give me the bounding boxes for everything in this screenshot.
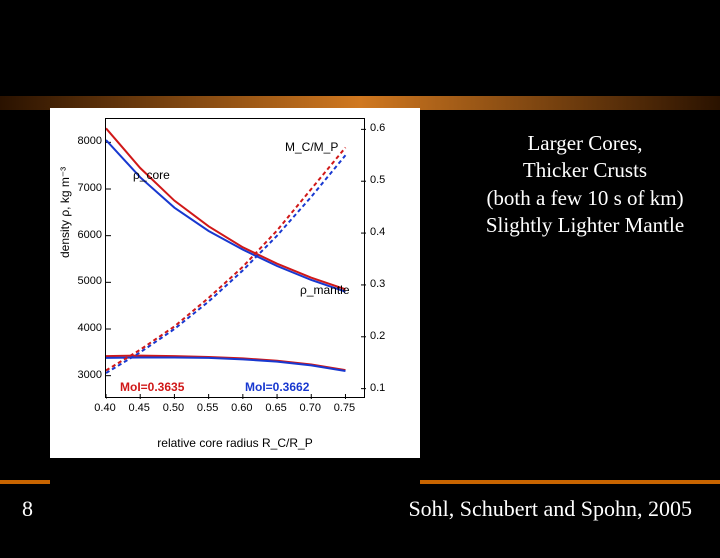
ytick-left: 4000: [62, 322, 102, 334]
summary-line: Slightly Lighter Mantle: [460, 212, 710, 239]
chart-svg: [106, 119, 366, 399]
citation-text: Sohl, Schubert and Spohn, 2005: [408, 496, 692, 522]
xtick: 0.55: [197, 402, 218, 414]
ytick-left: 6000: [62, 229, 102, 241]
xtick: 0.50: [163, 402, 184, 414]
summary-line: Thicker Crusts: [460, 157, 710, 184]
summary-line: Larger Cores,: [460, 130, 710, 157]
ytick-right: 0.2: [370, 330, 385, 342]
xtick: 0.65: [265, 402, 286, 414]
xtick: 0.45: [128, 402, 149, 414]
mc-mp-label: M_C/M_P: [285, 140, 338, 154]
divider-segment: [0, 480, 50, 484]
xtick: 0.75: [334, 402, 355, 414]
ytick-right: 0.5: [370, 174, 385, 186]
ytick-right: 0.1: [370, 382, 385, 394]
ytick-right: 0.3: [370, 278, 385, 290]
ytick-right: 0.6: [370, 122, 385, 134]
moi-blue-label: MoI=0.3662: [245, 380, 309, 394]
y-axis-left-label: density ρ, kg m⁻³: [58, 167, 72, 258]
ytick-right: 0.4: [370, 226, 385, 238]
chart-plot-area: [105, 118, 365, 398]
ytick-left: 5000: [62, 275, 102, 287]
moi-red-label: MoI=0.3635: [120, 380, 184, 394]
xtick: 0.40: [94, 402, 115, 414]
page-title: New Mars Model: [24, 36, 290, 75]
ytick-left: 3000: [62, 369, 102, 381]
divider-segment: [420, 480, 720, 484]
chart-container: density ρ, kg m⁻³ relative core mass M_C…: [50, 108, 420, 458]
xtick: 0.60: [231, 402, 252, 414]
page-number: 8: [22, 496, 33, 522]
y-axis-right-label: relative core mass M_C/M_P: [425, 358, 437, 558]
summary-line: (both a few 10 s of km): [460, 185, 710, 212]
x-axis-label: relative core radius R_C/R_P: [50, 436, 420, 450]
summary-text: Larger Cores, Thicker Crusts (both a few…: [460, 130, 710, 239]
ytick-left: 8000: [62, 135, 102, 147]
rho-core-label: ρ_core: [133, 168, 170, 182]
xtick: 0.70: [300, 402, 321, 414]
ytick-left: 7000: [62, 182, 102, 194]
rho-mantle-label: ρ_mantle: [300, 283, 350, 297]
